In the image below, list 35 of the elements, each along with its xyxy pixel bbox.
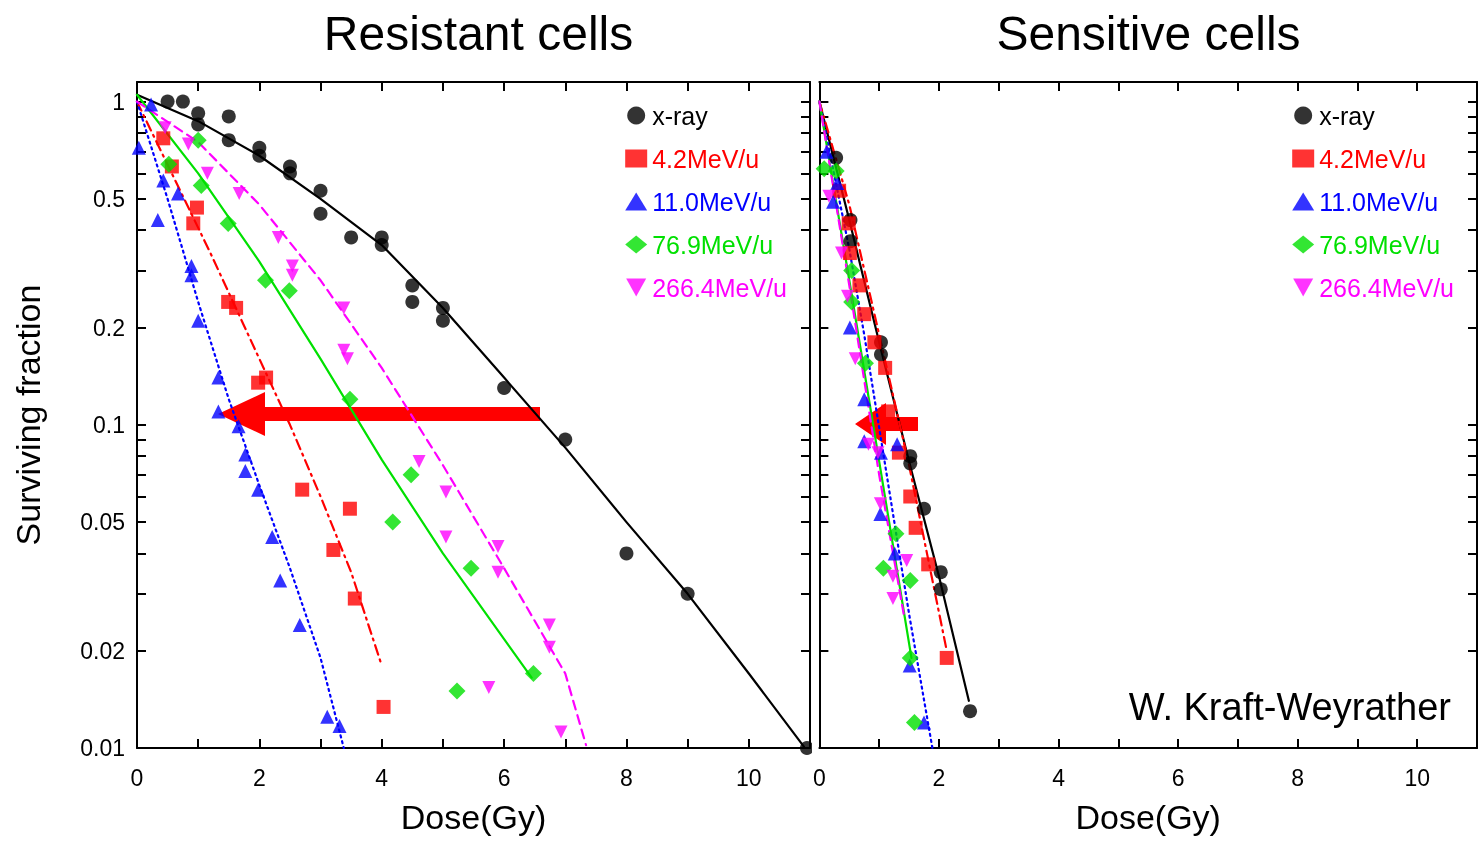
y-tick-label: 0.2 [93, 314, 125, 341]
legend-label: 76.9MeV/u [652, 230, 774, 259]
x-tick-label: 0 [130, 764, 144, 791]
y-tick-label: 0.01 [80, 735, 125, 761]
legend-label: x-ray [652, 101, 709, 130]
legend-label: 76.9MeV/u [1319, 230, 1441, 259]
x-tick-label: 2 [932, 764, 946, 791]
chart-title: Sensitive cells [996, 6, 1301, 60]
x-tick-label: 4 [1052, 764, 1066, 791]
x-axis-title: Dose(Gy) [1075, 798, 1221, 836]
x-tick-label: 0 [813, 764, 826, 791]
y-axis-title: Surviving fraction [9, 284, 47, 546]
legend-label: 266.4MeV/u [652, 273, 788, 302]
x-tick-label: 6 [497, 764, 511, 791]
x-tick-label: 10 [1404, 764, 1431, 791]
y-tick-label: 0.05 [80, 509, 125, 536]
legend-label: 266.4MeV/u [1319, 273, 1455, 302]
x-tick-label: 4 [375, 764, 389, 791]
x-tick-label: 6 [1171, 764, 1185, 791]
chart-title: Resistant cells [323, 6, 634, 60]
y-tick-label: 1 [112, 88, 125, 115]
x-tick-label: 2 [252, 764, 266, 791]
x-axis-title: Dose(Gy) [400, 798, 547, 836]
legend-label: 4.2MeV/u [1319, 144, 1427, 173]
x-tick-label: 8 [620, 764, 633, 791]
legend-label: 11.0MeV/u [652, 187, 772, 216]
legend-label: 4.2MeV/u [652, 144, 760, 173]
y-tick-label: 0.1 [93, 411, 125, 438]
y-tick-label: 0.5 [93, 185, 125, 212]
legend-label: x-ray [1319, 101, 1376, 130]
legend-label: 11.0MeV/u [1319, 187, 1439, 216]
y-tick-label: 0.02 [80, 637, 125, 664]
annotation: W. Kraft-Weyrather [1128, 686, 1452, 728]
x-tick-label: 8 [1291, 764, 1305, 791]
x-tick-label: 10 [736, 764, 762, 791]
